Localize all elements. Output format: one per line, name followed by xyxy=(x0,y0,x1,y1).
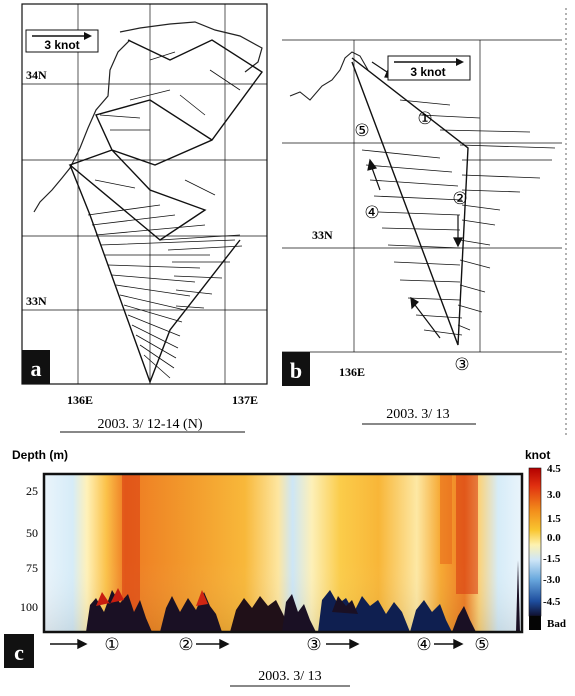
panel-c: Depth (m) knot 25 50 xyxy=(4,448,566,687)
panel-b-station-4: ④ xyxy=(364,203,379,222)
panel-b-lat-33n: 33N xyxy=(312,228,333,242)
panel-c-station-3: ③ xyxy=(306,635,321,654)
panel-b-lon-136e: 136E xyxy=(339,365,365,379)
panel-c-label-bg xyxy=(4,634,34,668)
panel-a-label: a xyxy=(31,356,42,381)
panel-c-frame xyxy=(42,472,524,634)
panel-b-station-1: ① xyxy=(417,109,432,128)
panel-c-depth-50: 50 xyxy=(26,526,38,540)
panel-b-track-arrows xyxy=(367,61,463,339)
panel-b-current-vectors xyxy=(361,99,556,336)
panel-a-lat-33n: 33N xyxy=(26,294,47,308)
panel-b-ship-track xyxy=(351,57,469,346)
panel-c-cb-bad: Bad xyxy=(547,618,566,630)
panel-c-colorbar-bad xyxy=(529,616,541,630)
panel-c-station-1: ① xyxy=(104,635,119,654)
panel-a-frame xyxy=(21,3,268,385)
panel-c-depth-75: 75 xyxy=(26,561,38,575)
panel-c-stations: ① ② ③ ④ ⑤ xyxy=(104,635,489,654)
panel-c-ylabel: Depth (m) xyxy=(12,448,68,462)
panel-c-station-row xyxy=(50,638,464,650)
panel-c-depth-25: 25 xyxy=(26,484,38,498)
panel-a-lat-34n: 34N xyxy=(26,68,47,82)
panel-b-grid xyxy=(282,39,562,353)
panel-a-lon-137e: 137E xyxy=(232,393,258,407)
panel-a-current-vectors xyxy=(87,51,243,379)
panel-c-cb-0.0: 0.0 xyxy=(547,532,561,544)
panel-c-core-bands xyxy=(122,474,478,624)
panel-c-colorbar-ticks: 4.5 3.0 1.5 0.0 -1.5 -3.0 -4.5 Bad xyxy=(543,463,566,630)
panel-c-cb-m4.5: -4.5 xyxy=(543,596,561,608)
panel-a: 3 knot 34N 33N a 136E 137E 2003. 3/ 12-1… xyxy=(21,3,268,433)
panel-c-colorbar xyxy=(528,467,542,617)
panel-a-coastline xyxy=(33,21,263,213)
panel-a-label-bg xyxy=(22,350,50,384)
panel-b-station-3: ③ xyxy=(454,355,469,374)
panel-c-unit: knot xyxy=(525,448,550,462)
panel-b-coastline xyxy=(289,51,369,101)
panel-b-caption: 2003. 3/ 13 xyxy=(386,407,449,422)
panel-c-station-2: ② xyxy=(178,635,193,654)
panel-c-cb-4.5: 4.5 xyxy=(547,463,561,475)
panel-c-depth-100: 100 xyxy=(20,600,38,614)
panel-c-cb-m1.5: -1.5 xyxy=(543,553,561,565)
panel-b-stations: ① ② ③ ④ ⑤ xyxy=(354,109,469,374)
panel-c-caption: 2003. 3/ 13 xyxy=(258,669,321,684)
panel-c-label: c xyxy=(14,640,24,665)
panel-a-grid xyxy=(22,4,267,384)
panel-a-caption: 2003. 3/ 12-14 (N) xyxy=(98,417,203,432)
panel-c-depth-ticks: 25 50 75 100 xyxy=(20,484,38,614)
panel-b: 3 knot ① ② ③ ④ ⑤ 33N b 136E 2003. 3/ 13 xyxy=(282,8,567,436)
panel-a-ship-track xyxy=(68,39,264,385)
panel-c-station-5: ⑤ xyxy=(474,635,489,654)
panel-b-label: b xyxy=(290,358,302,383)
panel-b-station-5: ⑤ xyxy=(354,121,369,140)
panel-a-lon-136e: 136E xyxy=(67,393,93,407)
panel-b-station-2: ② xyxy=(452,189,467,208)
panel-c-cb-1.5: 1.5 xyxy=(547,513,561,525)
panel-c-bottom-bad-data xyxy=(86,560,520,632)
panel-b-scale-label: 3 knot xyxy=(410,65,445,79)
panel-b-label-bg xyxy=(282,352,310,386)
panel-c-cb-m3.0: -3.0 xyxy=(543,574,561,586)
panel-c-cb-3.0: 3.0 xyxy=(547,489,561,501)
panel-a-scale-label: 3 knot xyxy=(44,38,79,52)
panel-c-station-4: ④ xyxy=(416,635,431,654)
